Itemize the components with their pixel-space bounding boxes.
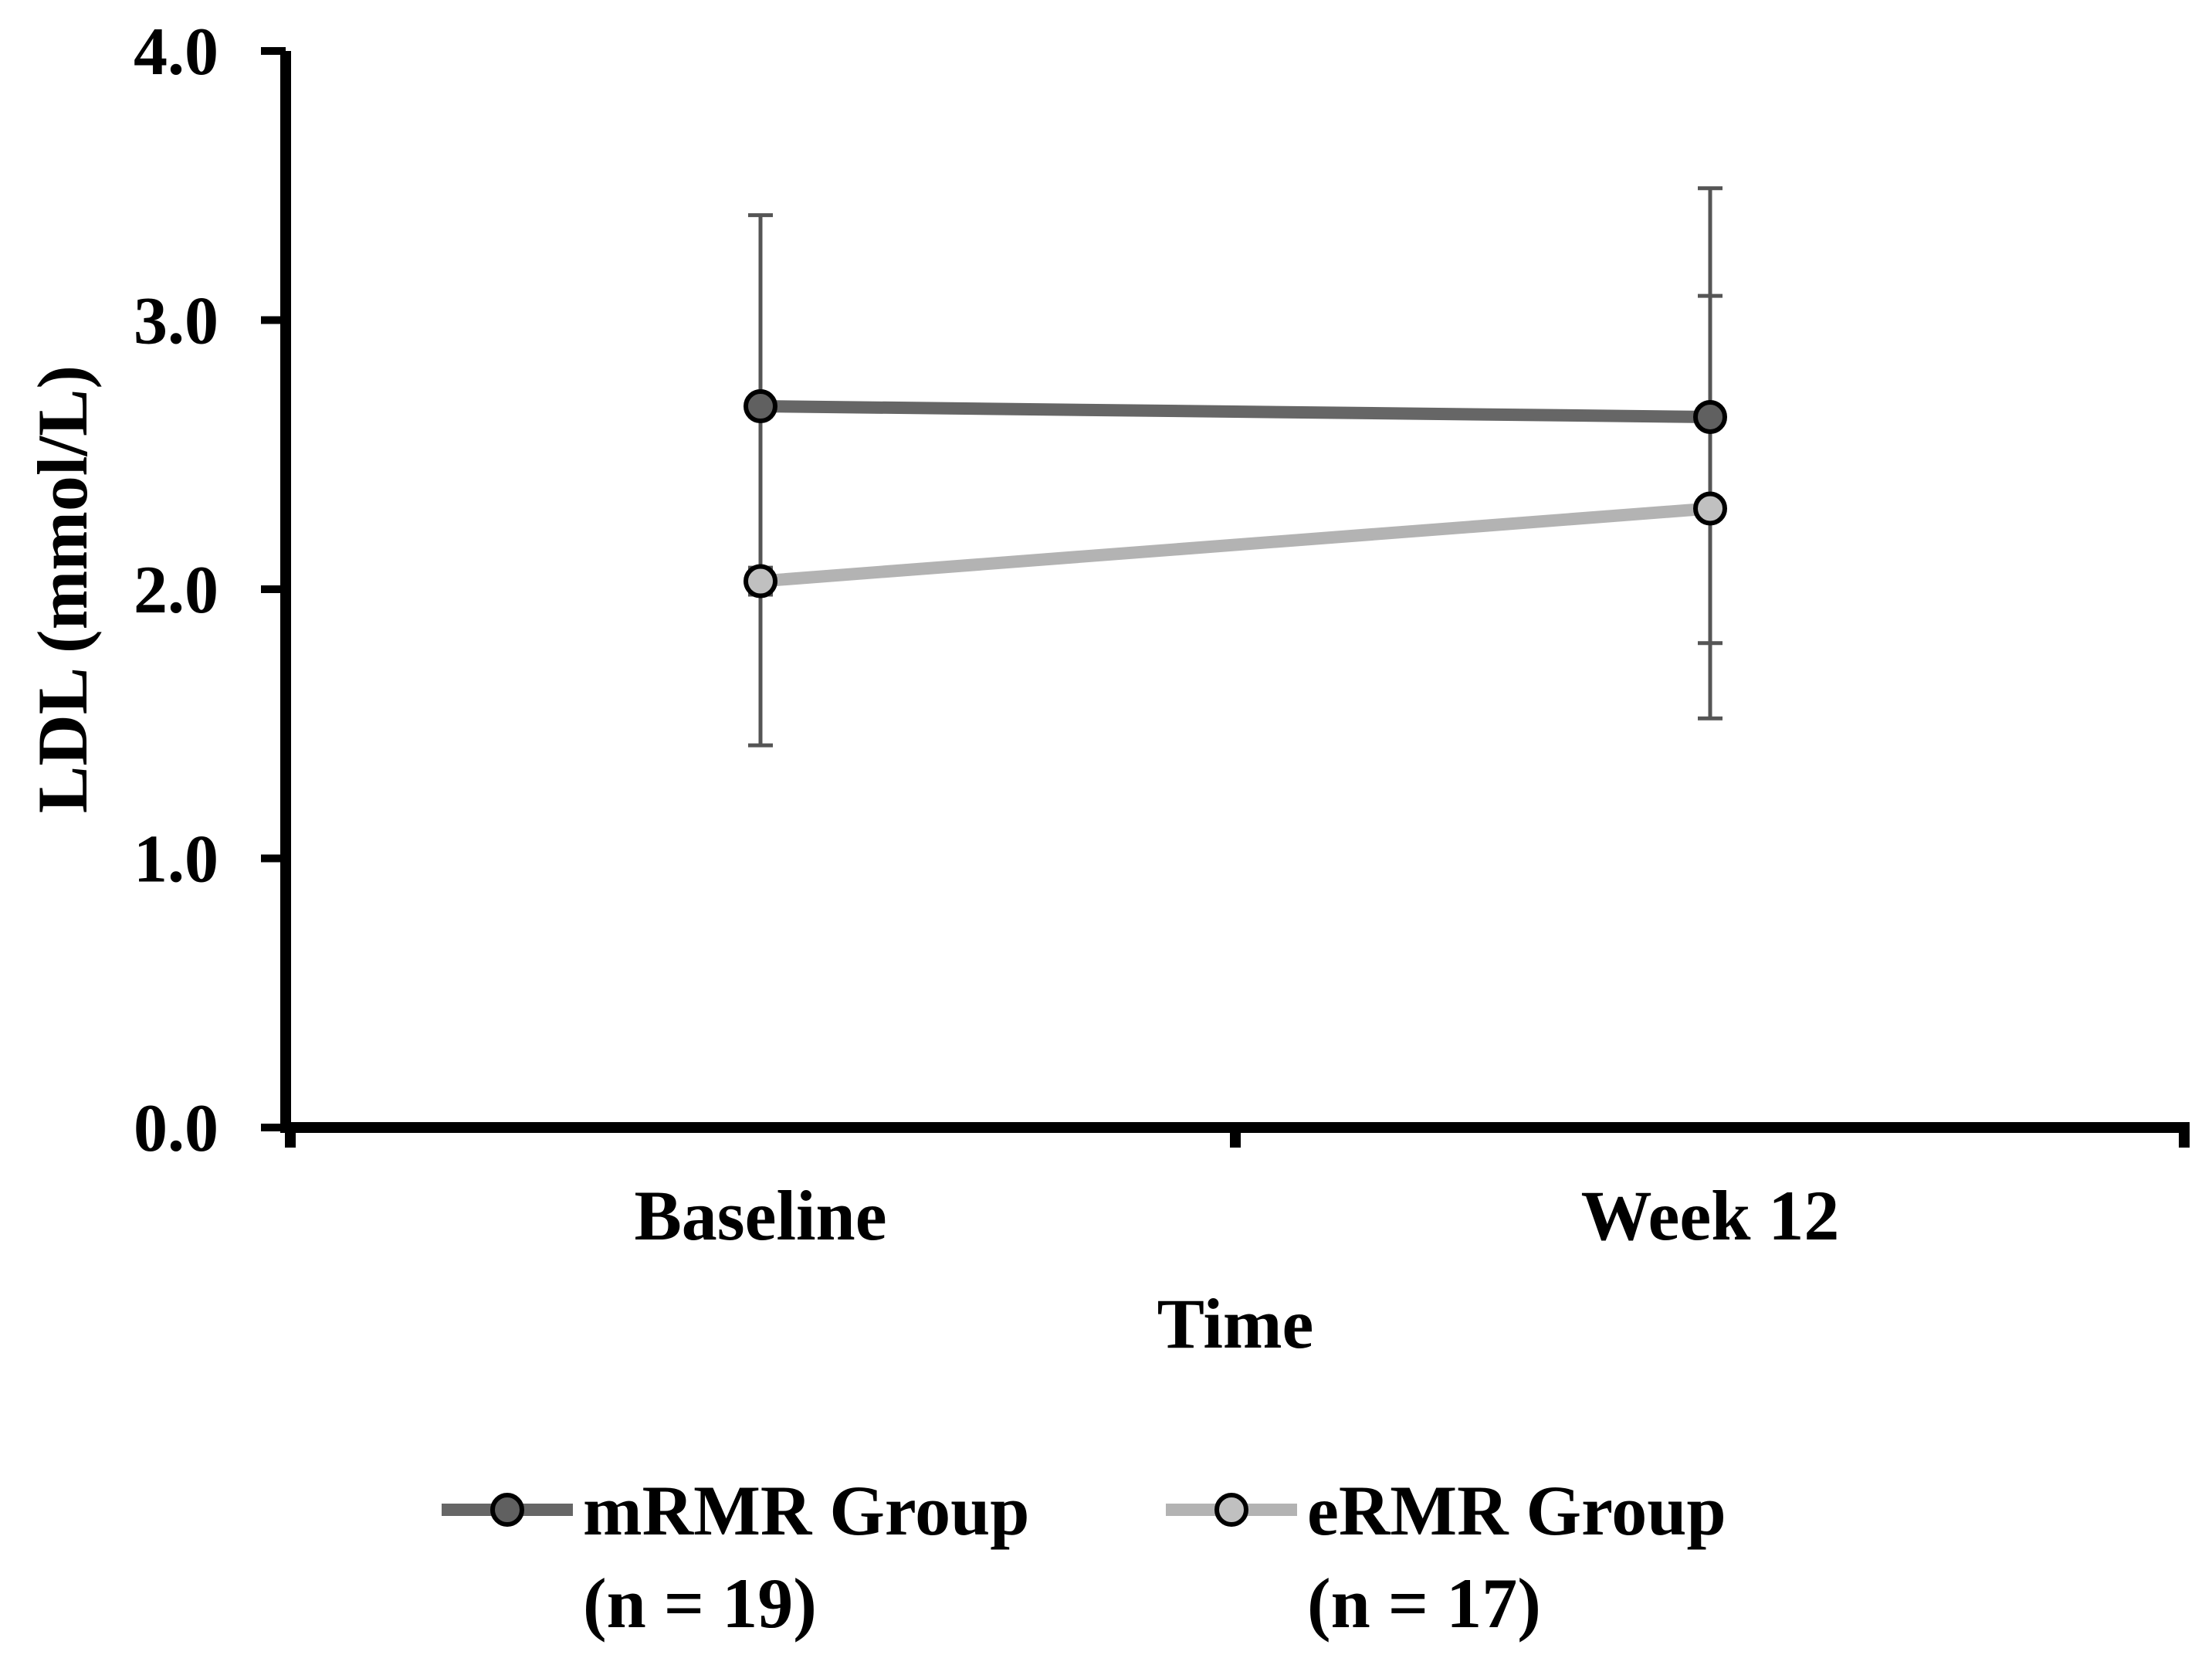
data-point — [1693, 399, 1727, 434]
legend-swatch-marker — [490, 1493, 524, 1527]
series-markers — [744, 389, 1727, 599]
y-tick-label: 1.0 — [134, 822, 218, 897]
y-tick-label: 2.0 — [134, 553, 218, 628]
x-ticks: Baseline Week 12 — [285, 1128, 2190, 1255]
x-axis-title: Time — [1157, 1284, 1314, 1363]
legend: mRMR Group (n = 19) eRMR Group (n = 17) — [442, 1471, 1726, 1643]
legend-label: mRMR Group — [583, 1471, 1029, 1550]
y-tick-label: 3.0 — [134, 284, 218, 359]
x-tick-label: Baseline — [634, 1176, 886, 1255]
legend-swatch-marker — [1214, 1493, 1248, 1527]
x-tick-label: Week 12 — [1581, 1176, 1840, 1255]
series-line-2 — [760, 502, 1711, 588]
legend-sublabel: (n = 17) — [1307, 1564, 1541, 1643]
y-axis-title: LDL (mmol/L) — [23, 365, 102, 813]
y-ticks: 0.0 1.0 2.0 3.0 4.0 — [134, 15, 286, 1166]
data-point — [744, 564, 777, 599]
data-point — [1693, 491, 1727, 526]
legend-sublabel: (n = 19) — [583, 1564, 817, 1643]
y-tick-label: 0.0 — [134, 1091, 218, 1166]
series-line-1 — [760, 400, 1711, 423]
axes — [280, 51, 2190, 1133]
error-bars — [748, 186, 1723, 748]
data-point — [744, 389, 777, 424]
legend-label: eRMR Group — [1307, 1471, 1726, 1550]
y-tick-label: 4.0 — [134, 15, 218, 90]
series-lines — [760, 400, 1711, 588]
